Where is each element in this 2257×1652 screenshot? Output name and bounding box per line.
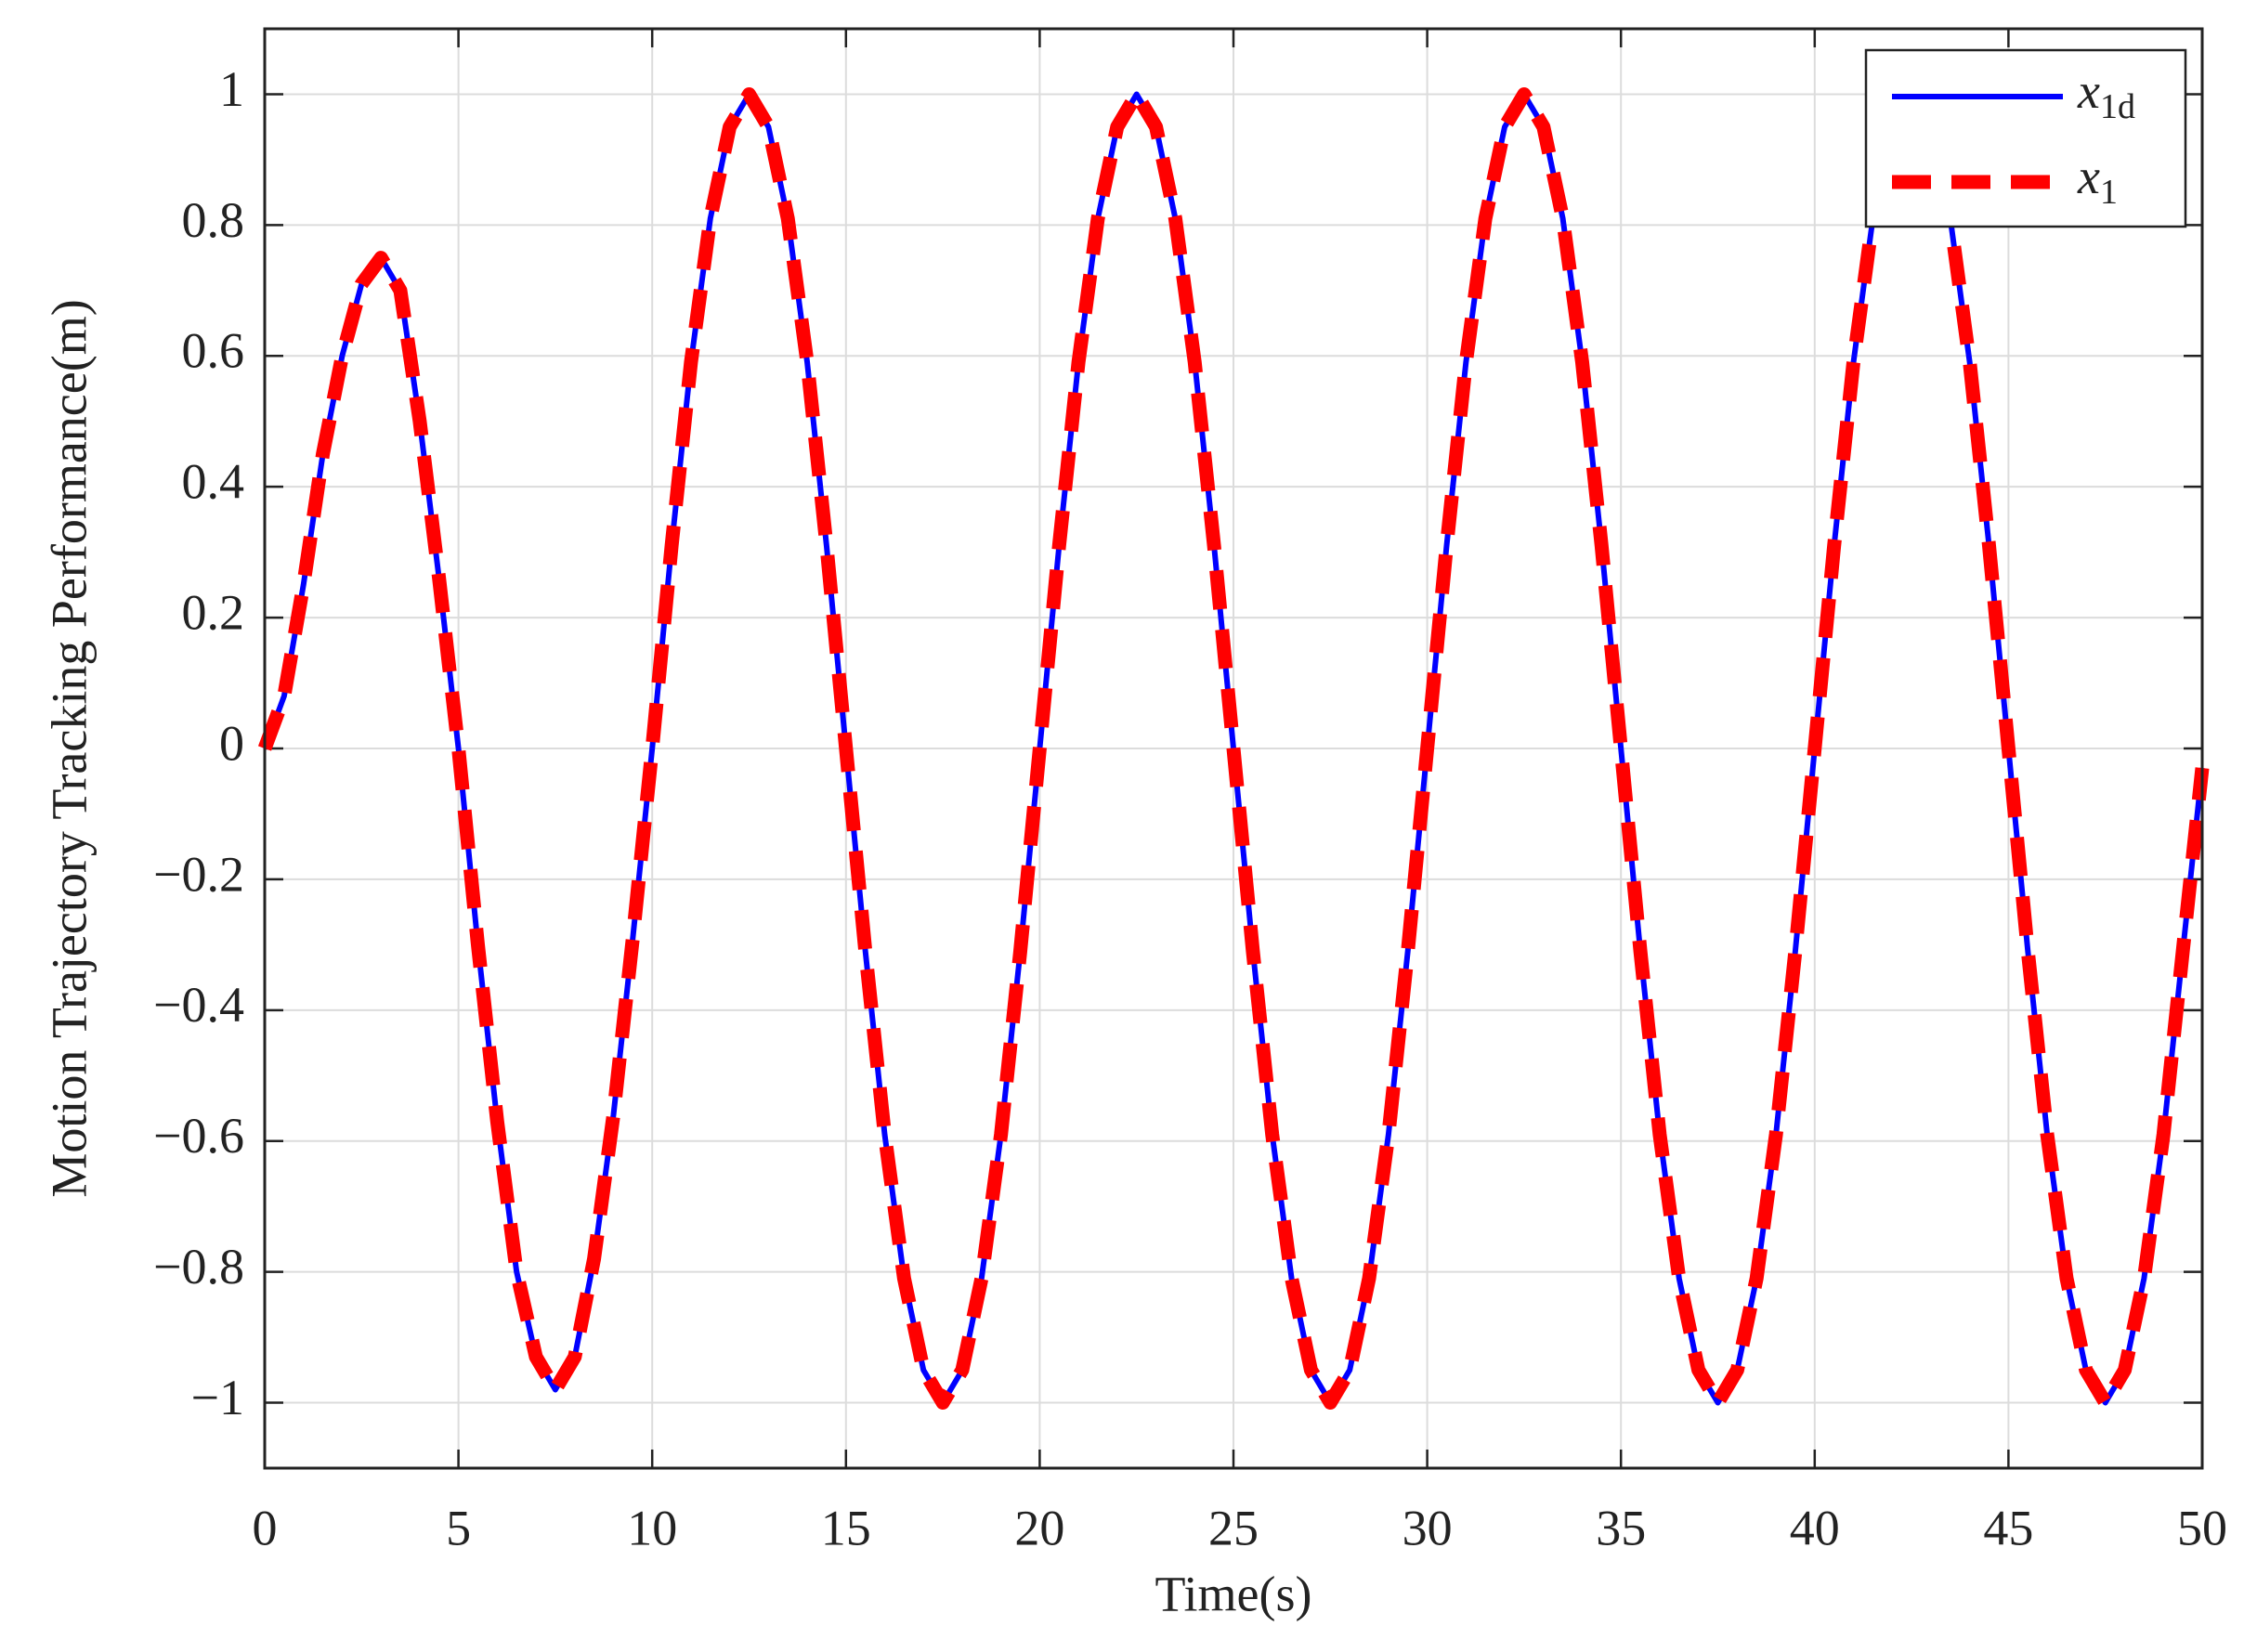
y-tick-label: −1 bbox=[191, 1370, 244, 1425]
y-tick-label: −0.8 bbox=[153, 1239, 244, 1294]
x-tick-label: 35 bbox=[1596, 1500, 1646, 1555]
x-tick-label: 30 bbox=[1402, 1500, 1453, 1555]
legend-label: x1d bbox=[2077, 63, 2135, 125]
y-tick-label: 0.4 bbox=[182, 454, 245, 510]
legend-box bbox=[1864, 48, 2187, 228]
x-tick-label: 0 bbox=[253, 1500, 278, 1555]
x-tick-label: 5 bbox=[446, 1500, 471, 1555]
x-tick-label: 40 bbox=[1790, 1500, 1840, 1555]
y-tick-label: −0.4 bbox=[153, 977, 244, 1033]
x-tick-label: 25 bbox=[1208, 1500, 1259, 1555]
y-tick-label: 0.2 bbox=[182, 584, 245, 640]
y-tick-label: 0 bbox=[219, 715, 244, 771]
x-tick-label: 50 bbox=[2177, 1500, 2227, 1555]
y-axis-label: Motion Trajectory Tracking Performance(m… bbox=[41, 299, 97, 1197]
x-axis-label: Time(s) bbox=[1155, 1566, 1311, 1621]
y-tick-label: −0.6 bbox=[153, 1108, 244, 1164]
x-tick-label: 10 bbox=[627, 1500, 677, 1555]
legend-label: x1 bbox=[2077, 149, 2118, 211]
y-tick-label: 1 bbox=[219, 61, 244, 117]
plot-frame bbox=[263, 27, 2204, 1470]
x-tick-label: 15 bbox=[821, 1500, 871, 1555]
y-tick-label: −0.2 bbox=[153, 846, 244, 902]
y-tick-label: 0.6 bbox=[182, 323, 245, 379]
x-tick-label: 20 bbox=[1014, 1500, 1064, 1555]
x-tick-label: 45 bbox=[1983, 1500, 2033, 1555]
y-tick-label: 0.8 bbox=[182, 192, 245, 248]
